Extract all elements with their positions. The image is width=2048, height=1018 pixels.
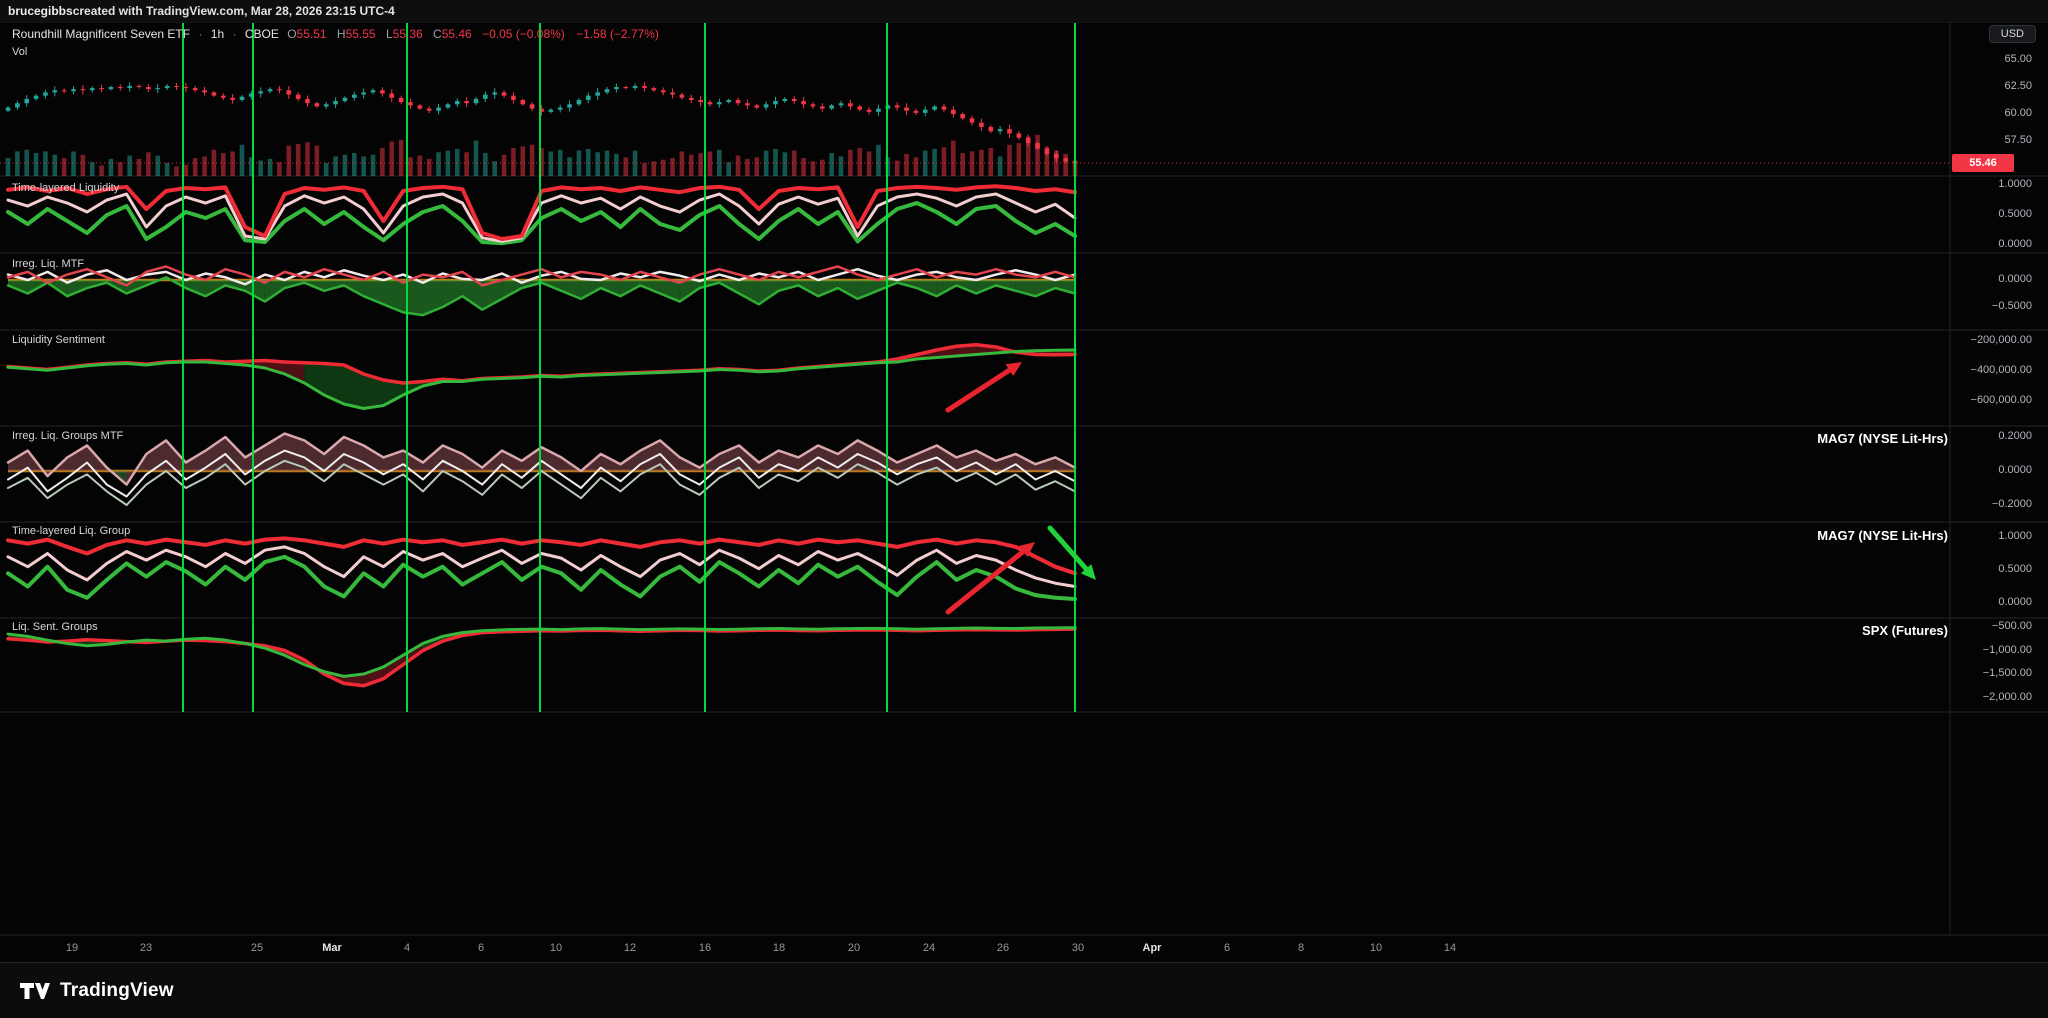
time-axis[interactable]: 19 23 25 Mar 4 6 10 12 16 18 20 24 26 30 Apr 6 8 10 14 [0,935,2048,962]
symbol-title[interactable]: Roundhill Magnificent Seven ETF [12,27,191,41]
time-axis-label: 8 [1297,942,1305,954]
bar-change: −0.05 (−0.08%) [482,27,565,41]
legend-separator: · [198,27,203,41]
pane-title-time-layered-liquidity[interactable]: Time-layered Liquidity [12,182,120,194]
pane-right-label-mag7: MAG7 (NYSE Lit-Hrs) [1817,528,1948,543]
footer-bar: TradingView [0,962,2048,1018]
pane-title-liquidity-sentiment[interactable]: Liquidity Sentiment [12,334,105,346]
time-axis-label: Mar [322,942,342,954]
tradingview-logo-text[interactable]: TradingView [60,979,174,1001]
currency-button[interactable]: USD [1988,25,2036,43]
pane-title-irreg-liq-mtf[interactable]: Irreg. Liq. MTF [12,258,85,270]
ohlc-high-label: H [336,27,346,41]
time-axis-label: 6 [477,942,485,954]
ohlc-open: O55.51 [287,27,326,41]
pane-right-label-spx: SPX (Futures) [1862,623,1948,638]
ohlc-close-value: 55.46 [441,27,472,41]
session-change: −1.58 (−2.77%) [576,27,659,41]
time-axis-label: 12 [623,942,637,954]
tradingview-logo-icon[interactable] [20,978,50,1004]
pane-title-time-layered-liq-group[interactable]: Time-layered Liq. Group [12,525,131,537]
symbol-exchange[interactable]: CBOE [244,27,279,41]
ohlc-low: L55.36 [386,27,423,41]
symbol-interval[interactable]: 1h [210,27,225,41]
ohlc-high: H55.55 [337,27,376,41]
symbol-legend: Roundhill Magnificent Seven ETF · 1h · C… [12,27,667,58]
ohlc-low-value: 55.36 [392,27,423,41]
attribution-username: brucegibbs [8,4,73,18]
time-axis-label: 4 [403,942,411,954]
ohlc-open-value: 55.51 [296,27,327,41]
time-axis-label: 20 [847,942,861,954]
time-axis-label: 16 [698,942,712,954]
ohlc-open-label: O [287,27,297,41]
volume-legend-label[interactable]: Vol [12,46,28,58]
time-axis-label: 25 [250,942,264,954]
pane-title-liq-sent-groups[interactable]: Liq. Sent. Groups [12,621,98,633]
time-axis-label: 18 [772,942,786,954]
legend-separator: · [232,27,237,41]
volume-legend: Vol [12,46,667,58]
pane-title-irreg-liq-groups-mtf[interactable]: Irreg. Liq. Groups MTF [12,430,124,442]
time-axis-label: 10 [1369,942,1383,954]
last-price-tag: 55.46 [1952,154,2014,173]
legend-row-main: Roundhill Magnificent Seven ETF · 1h · C… [12,27,667,41]
time-axis-label: 23 [139,942,153,954]
time-axis-label: 6 [1223,942,1231,954]
attribution-bar: brucegibbs created with TradingView.com,… [0,0,2048,22]
time-axis-label: Apr [1142,942,1162,954]
time-axis-label: 19 [65,942,79,954]
ohlc-close: C55.46 [433,27,472,41]
time-axis-label: 30 [1071,942,1085,954]
ohlc-close-label: C [433,27,442,41]
time-axis-label: 26 [996,942,1010,954]
ohlc-low-label: L [385,27,393,41]
pane-right-label-mag7: MAG7 (NYSE Lit-Hrs) [1817,431,1948,446]
ohlc-high-value: 55.55 [345,27,376,41]
time-axis-label: 14 [1443,942,1457,954]
time-axis-label: 24 [922,942,936,954]
attribution-text: created with TradingView.com, Mar 28, 20… [72,4,395,18]
time-axis-label: 10 [549,942,563,954]
